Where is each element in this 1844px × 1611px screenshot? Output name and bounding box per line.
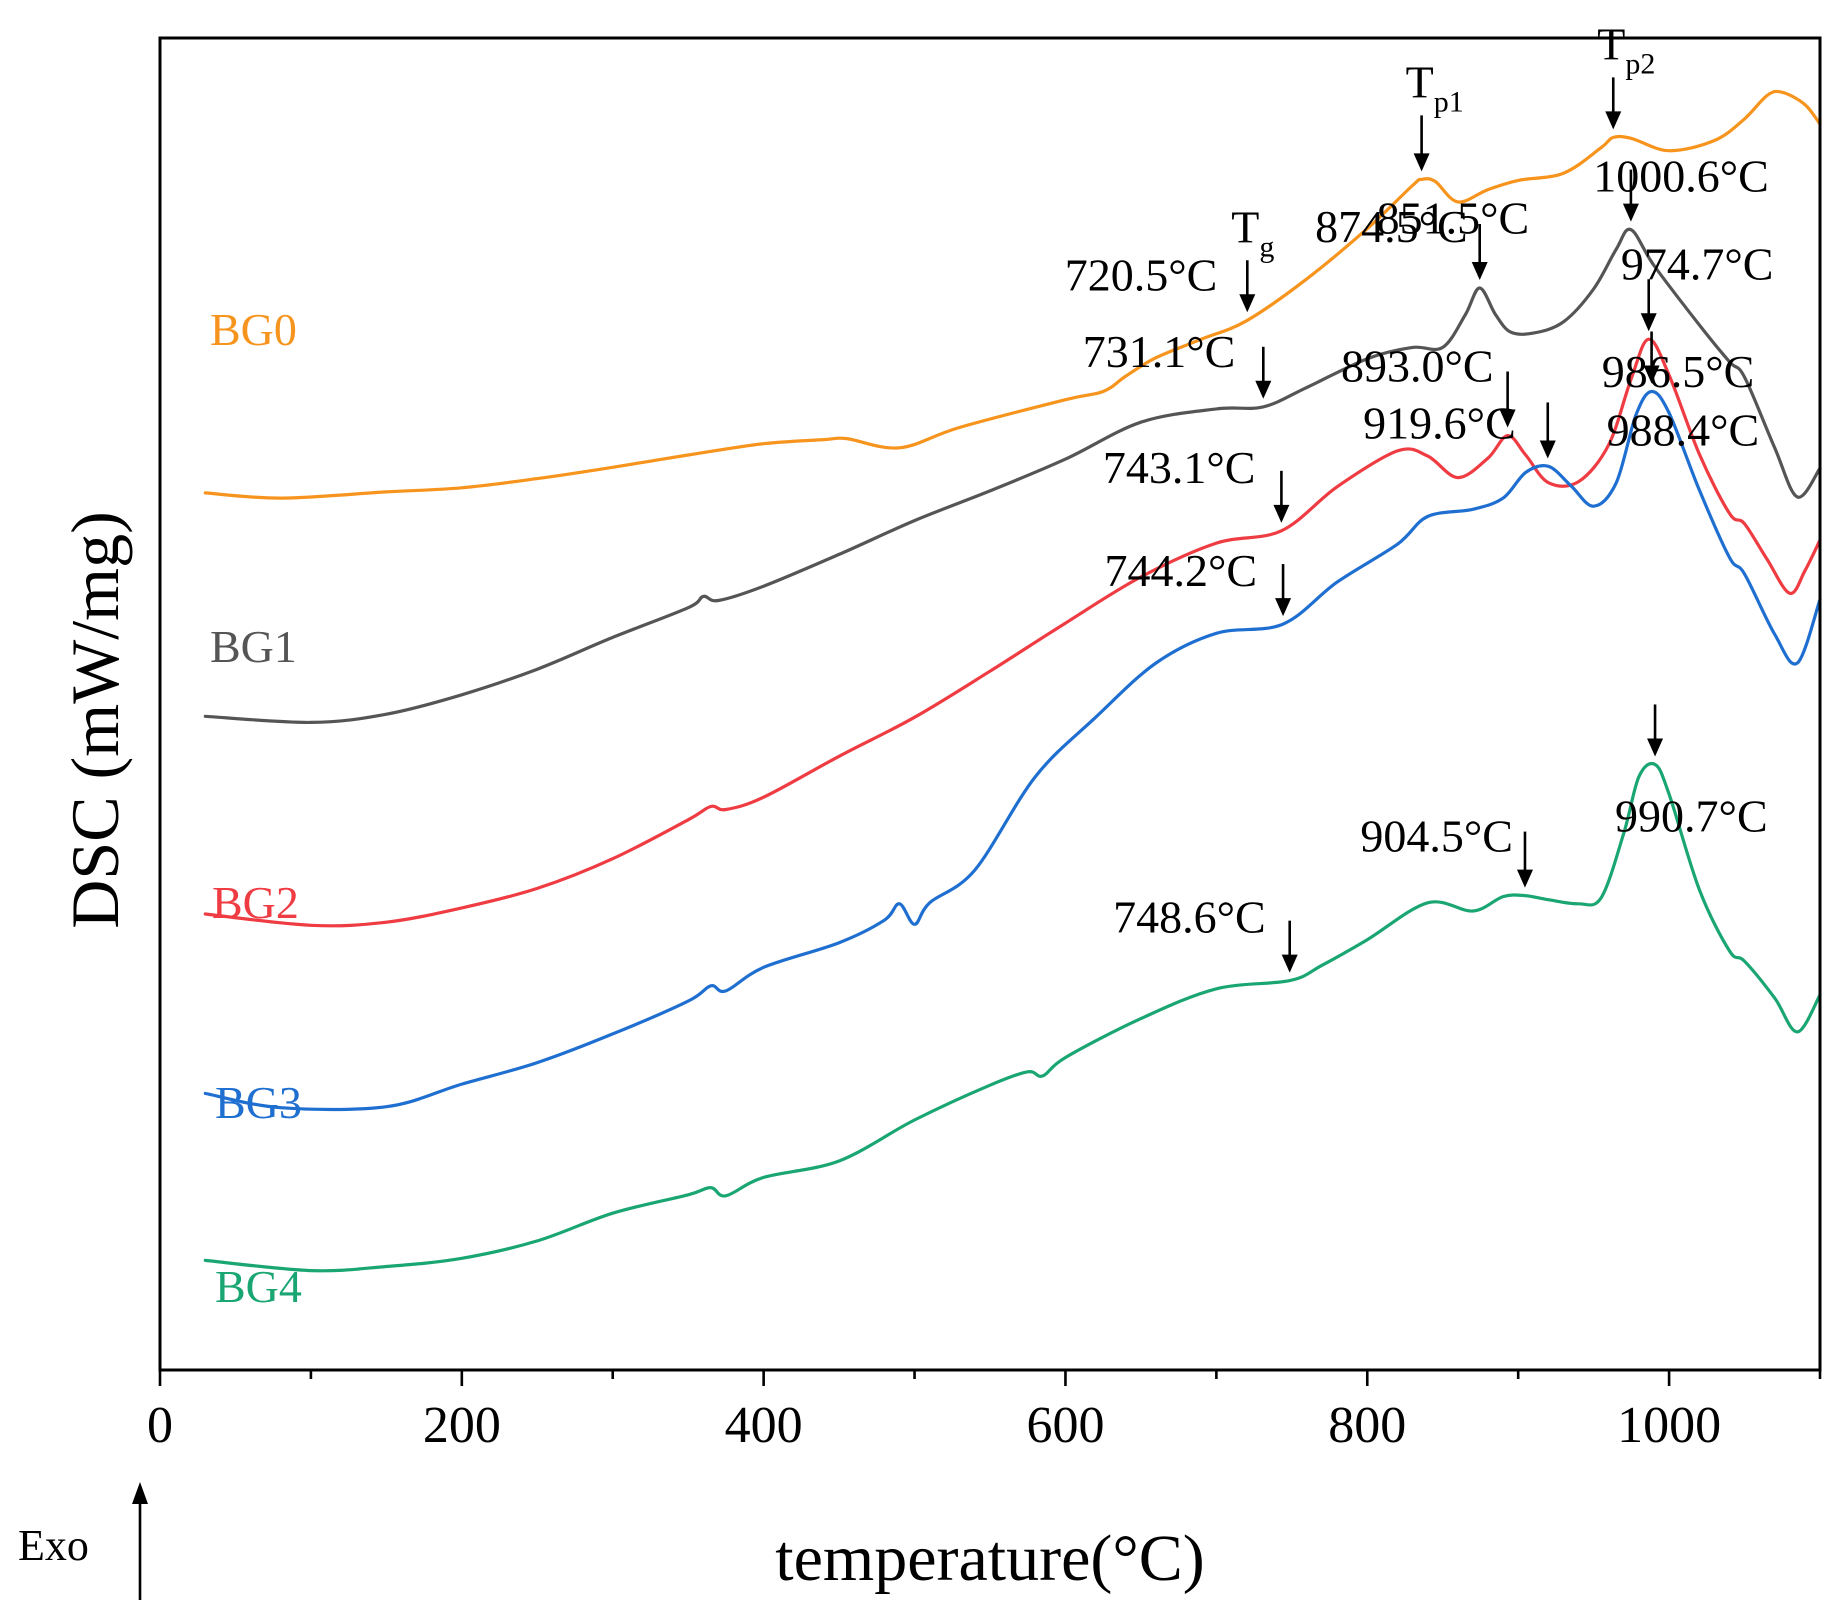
series-line-bg4 — [203, 761, 1822, 1273]
annotation-bg2-tp1: 893.0°C — [1341, 341, 1516, 428]
peak-label: 874.5°C — [1315, 201, 1468, 252]
down-arrow-icon — [1499, 409, 1516, 428]
annotation-bg4-tp2: 990.7°C — [1615, 704, 1768, 841]
plot-frame — [158, 36, 1822, 1372]
down-arrow-icon — [1273, 504, 1290, 523]
down-arrow-icon — [1413, 153, 1430, 172]
annotation-bg0-tp1: 851.5°C Tp1 — [1377, 56, 1530, 243]
down-arrow-icon — [1255, 380, 1272, 399]
down-arrow-icon — [1281, 954, 1298, 973]
peak-label: 990.7°C — [1615, 790, 1768, 841]
series-line-bg2 — [203, 337, 1822, 928]
annotation-bg3-tg: 744.2°C — [1104, 545, 1292, 617]
down-arrow-icon — [1471, 262, 1488, 281]
annotation-bg0-tp2: 1000.6°C Tp2 — [1593, 18, 1769, 201]
down-arrow-icon — [1647, 738, 1664, 757]
series-line-bg0 — [203, 89, 1822, 500]
annotation-bg1-tg: 731.1°C — [1083, 326, 1272, 399]
annotation-bg1-tp2: 974.7°C — [1621, 169, 1774, 290]
series-label-bg3: BG3 — [215, 1077, 302, 1128]
series-line-bg1 — [203, 227, 1822, 725]
series-layer — [203, 89, 1822, 1273]
annotation-bg4-tp1: 904.5°C — [1360, 811, 1533, 888]
peak-label: 720.5°C — [1065, 249, 1218, 300]
series-label-bg2: BG2 — [212, 877, 299, 928]
down-arrow-icon — [1640, 313, 1657, 332]
down-arrow-icon — [1622, 203, 1639, 222]
annotation-bg3-tp2: 988.4°C — [1607, 331, 1760, 455]
exo-up-arrow-icon — [132, 1482, 148, 1600]
y-axis-title: DSC (mW/mg) — [57, 511, 133, 928]
down-arrow-icon — [1539, 440, 1556, 459]
x-tick-label: 400 — [725, 1397, 803, 1454]
peak-label: 988.4°C — [1607, 404, 1760, 455]
x-axis-title: temperature(°C) — [775, 1522, 1205, 1595]
annotation-bg2-tp2: 986.5°C — [1602, 279, 1755, 397]
annotation-bg1-tp1: 874.5°C — [1315, 201, 1488, 281]
peak-label: 974.7°C — [1621, 239, 1774, 290]
exo-label: Exo — [18, 1521, 89, 1570]
annotation-layer: 720.5°C Tg 851.5°C Tp1 1000.6°C Tp2 731.1°C 874… — [1065, 18, 1774, 973]
peak-label: 748.6°C — [1113, 892, 1266, 943]
peak-label: 919.6°C — [1363, 397, 1516, 448]
x-tick-label: 0 — [147, 1397, 173, 1454]
down-arrow-icon — [1275, 598, 1292, 617]
down-arrow-icon — [1239, 294, 1256, 313]
annotation-bg4-tg: 748.6°C — [1113, 892, 1298, 973]
peak-label: 893.0°C — [1341, 341, 1494, 392]
series-label-bg1: BG1 — [210, 621, 297, 672]
series-label-bg0: BG0 — [210, 304, 297, 355]
peak-label: 743.1°C — [1103, 442, 1256, 493]
peak-label: 851.5°C — [1377, 192, 1530, 243]
peak-label: 904.5°C — [1360, 811, 1513, 862]
axes-layer: 0 200 400 600 800 1000 — [147, 36, 1822, 1454]
series-line-bg3 — [203, 389, 1822, 1112]
down-arrow-icon — [1516, 869, 1533, 888]
symbol-tp2: Tp2 — [1597, 18, 1655, 80]
symbol-tp1: Tp1 — [1406, 56, 1464, 118]
peak-label: 986.5°C — [1602, 346, 1755, 397]
down-arrow-icon — [1643, 365, 1660, 384]
annotation-bg2-tg: 743.1°C — [1103, 442, 1290, 523]
x-tick-label: 1000 — [1617, 1397, 1721, 1454]
x-tick-label: 200 — [423, 1397, 501, 1454]
peak-label: 744.2°C — [1104, 545, 1257, 596]
down-arrow-icon — [1605, 111, 1622, 130]
series-label-bg4: BG4 — [215, 1261, 302, 1312]
annotation-bg0-tg: 720.5°C Tg — [1065, 201, 1274, 313]
peak-label: 731.1°C — [1083, 326, 1236, 377]
x-tick-label: 600 — [1026, 1397, 1104, 1454]
labels-layer: BG0 BG1 BG2 BG3 BG4 temperature(°C) DSC (mW/mg… — [18, 304, 1205, 1600]
x-tick-label: 800 — [1328, 1397, 1406, 1454]
symbol-tg: Tg — [1231, 201, 1274, 263]
peak-label: 1000.6°C — [1593, 150, 1769, 201]
annotation-bg3-tp1: 919.6°C — [1363, 397, 1556, 459]
